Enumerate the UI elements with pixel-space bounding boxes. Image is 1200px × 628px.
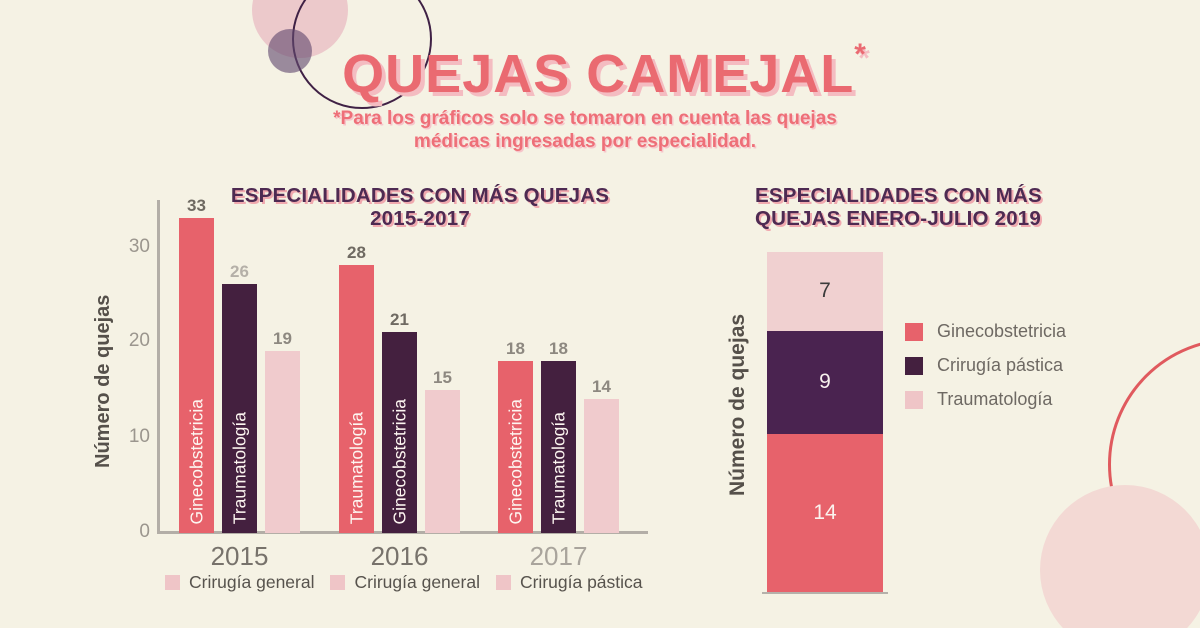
bar-traumatología-2015: 26 Traumatología: [222, 262, 257, 533]
bar-traumatología-2017: 18 Traumatología: [541, 339, 576, 533]
legend-swatch: [905, 390, 923, 409]
legend-item-crirugía-pástica: Crirugía pástica: [905, 355, 1066, 376]
legend-label: Crirugía pástica: [519, 572, 643, 592]
decor-purple-circle-top-left: [268, 29, 312, 73]
subtitle-line-1: *Para los gráficos solo se tomaron en cu…: [333, 108, 837, 129]
legend-label: Ginecobstetricia: [937, 321, 1067, 341]
y-tick-10: 10: [128, 426, 150, 447]
bar-value-label: 18: [506, 338, 525, 358]
left-chart-y-axis-label: Número de quejas: [92, 294, 114, 468]
legend-swatch: [905, 356, 923, 375]
bar-value-label: 26: [230, 262, 249, 282]
x-axis-label-2016: 2016: [370, 541, 429, 571]
left-chart-title-line2: 2015-2017: [370, 207, 470, 230]
bar-specialty-label: Ginecobstetricia: [389, 398, 409, 524]
y-tick-20: 20: [128, 330, 150, 351]
bar-value-label: 18: [549, 338, 568, 358]
bar-value-label: 15: [433, 367, 452, 387]
legend-label: Crirugía general: [354, 572, 480, 592]
right-chart-y-axis-label: Número de quejas: [726, 313, 749, 497]
bar-group-2015: 33 Ginecobstetricia 26 Traumatología 19: [179, 196, 300, 533]
segment-value-label: 14: [813, 501, 837, 525]
y-tick-0: 0: [139, 521, 150, 542]
bar-group-2016: 28 Traumatología 21 Ginecobstetricia 15: [339, 243, 460, 533]
bar-specialty-label: Traumatología: [229, 411, 249, 524]
subtitle-line-2: médicas ingresadas por especialidad.: [413, 131, 757, 152]
legend-item-crirugía-pástica: Crirugía pástica: [495, 572, 643, 593]
right-chart-title-line1: ESPECIALIDADES CON MÁS: [755, 184, 1042, 207]
y-tick-30: 30: [128, 236, 150, 257]
bar-ginecobstetricia-2015: 33 Ginecobstetricia: [179, 196, 214, 533]
legend-swatch: [330, 575, 346, 590]
bar-value-label: 19: [273, 329, 292, 349]
right-chart-title: ESPECIALIDADES CON MÁS QUEJAS ENERO-JULI…: [755, 184, 1055, 230]
bar-crirugia-2017: 14: [584, 377, 619, 533]
right-chart-legend: Ginecobstetricia Crirugía pástica Traumato…: [905, 321, 1066, 410]
right-chart-baseline: [762, 592, 888, 594]
left-chart-title: ESPECIALIDADES CON MÁS QUEJAS 2015-2017: [230, 184, 610, 230]
stacked-bar: 7 9 14: [767, 251, 883, 593]
left-chart-y-axis: [157, 200, 160, 533]
right-chart-title-line2: QUEJAS ENERO-JULIO 2019: [755, 207, 1041, 230]
title-asterisk: *: [854, 38, 866, 71]
x-axis-label-2017: 2017: [529, 541, 588, 571]
legend-item-ginecobstetricia: Ginecobstetricia: [905, 321, 1066, 342]
stack-segment-crirugía-pástica: 9: [767, 331, 883, 434]
legend-label: Crirugía general: [189, 572, 315, 592]
bar-value-label: 14: [592, 377, 611, 397]
legend-item-crirugía-general: Crirugía general: [330, 572, 480, 593]
bar-ginecobstetricia-2016: 21 Ginecobstetricia: [382, 310, 417, 533]
bar-specialty-label: Ginecobstetricia: [186, 398, 206, 524]
bar-value-label: 28: [347, 243, 366, 263]
x-axis-label-2015: 2015: [210, 541, 269, 571]
segment-value-label: 7: [819, 279, 831, 303]
bar-value-label: 21: [390, 310, 409, 330]
left-chart-title-line1: ESPECIALIDADES CON MÁS QUEJAS: [230, 184, 610, 207]
segment-value-label: 9: [819, 370, 831, 394]
bar-value-label: 33: [187, 195, 206, 215]
legend-label: Traumatología: [937, 389, 1053, 409]
page-subtitle: *Para los gráficos solo se tomaron en cu…: [295, 107, 875, 153]
bar-traumatología-2016: 28 Traumatología: [339, 243, 374, 533]
bar-crirugia-2016: 15: [425, 368, 460, 533]
legend-label: Crirugía pástica: [937, 355, 1064, 375]
page-title: QUEJAS CAMEJAL*: [342, 38, 866, 104]
bar-specialty-label: Ginecobstetricia: [505, 398, 525, 524]
legend-item-crirugía-general: Crirugía general: [165, 572, 314, 593]
bar-group-2017: 18 Ginecobstetricia 18 Traumatología 14: [498, 339, 619, 533]
stack-segment-traumatología: 7: [767, 251, 883, 332]
legend-item-traumatología: Traumatología: [905, 389, 1066, 410]
bar-specialty-label: Traumatología: [346, 411, 366, 524]
bar-crirugia-2015: 19: [265, 329, 300, 533]
decor-pink-circle-bottom-right: [1040, 485, 1200, 628]
left-chart-legend: Crirugía general Crirugía general Crirugía…: [165, 572, 643, 593]
legend-swatch: [495, 575, 511, 590]
bar-ginecobstetricia-2017: 18 Ginecobstetricia: [498, 339, 533, 533]
stack-segment-ginecobstetricia: 14: [767, 433, 883, 593]
legend-swatch: [165, 575, 180, 590]
bar-specialty-label: Traumatología: [548, 411, 568, 524]
legend-swatch: [905, 322, 923, 341]
